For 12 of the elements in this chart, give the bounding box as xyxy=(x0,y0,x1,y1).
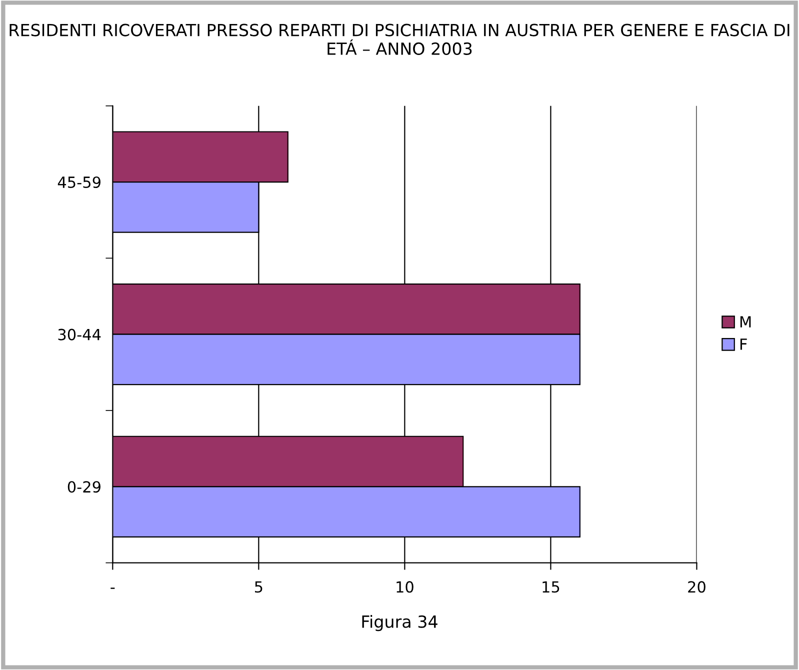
chart-title: RESIDENTI RICOVERATI PRESSO REPARTI DI PSICHIATRIA IN AUSTRIA PER GENERE E FASCIA DI ETÁ – ANNO 2003 xyxy=(10,24,790,56)
x-tick-label: - xyxy=(110,588,115,589)
x-tick-label: 10 xyxy=(396,581,414,593)
x-tick-label: 15 xyxy=(542,581,560,593)
text: Figura 34 xyxy=(362,615,438,632)
x-tick-label: 5 xyxy=(254,581,262,593)
legend-label: F xyxy=(740,338,747,350)
y-tick-label: 0-29 xyxy=(68,481,100,493)
x-tick-label: 20 xyxy=(688,581,706,593)
legend-label: M xyxy=(740,316,751,328)
y-tick-label: 30-44 xyxy=(58,328,101,340)
y-tick-label: 45-59 xyxy=(58,176,100,188)
